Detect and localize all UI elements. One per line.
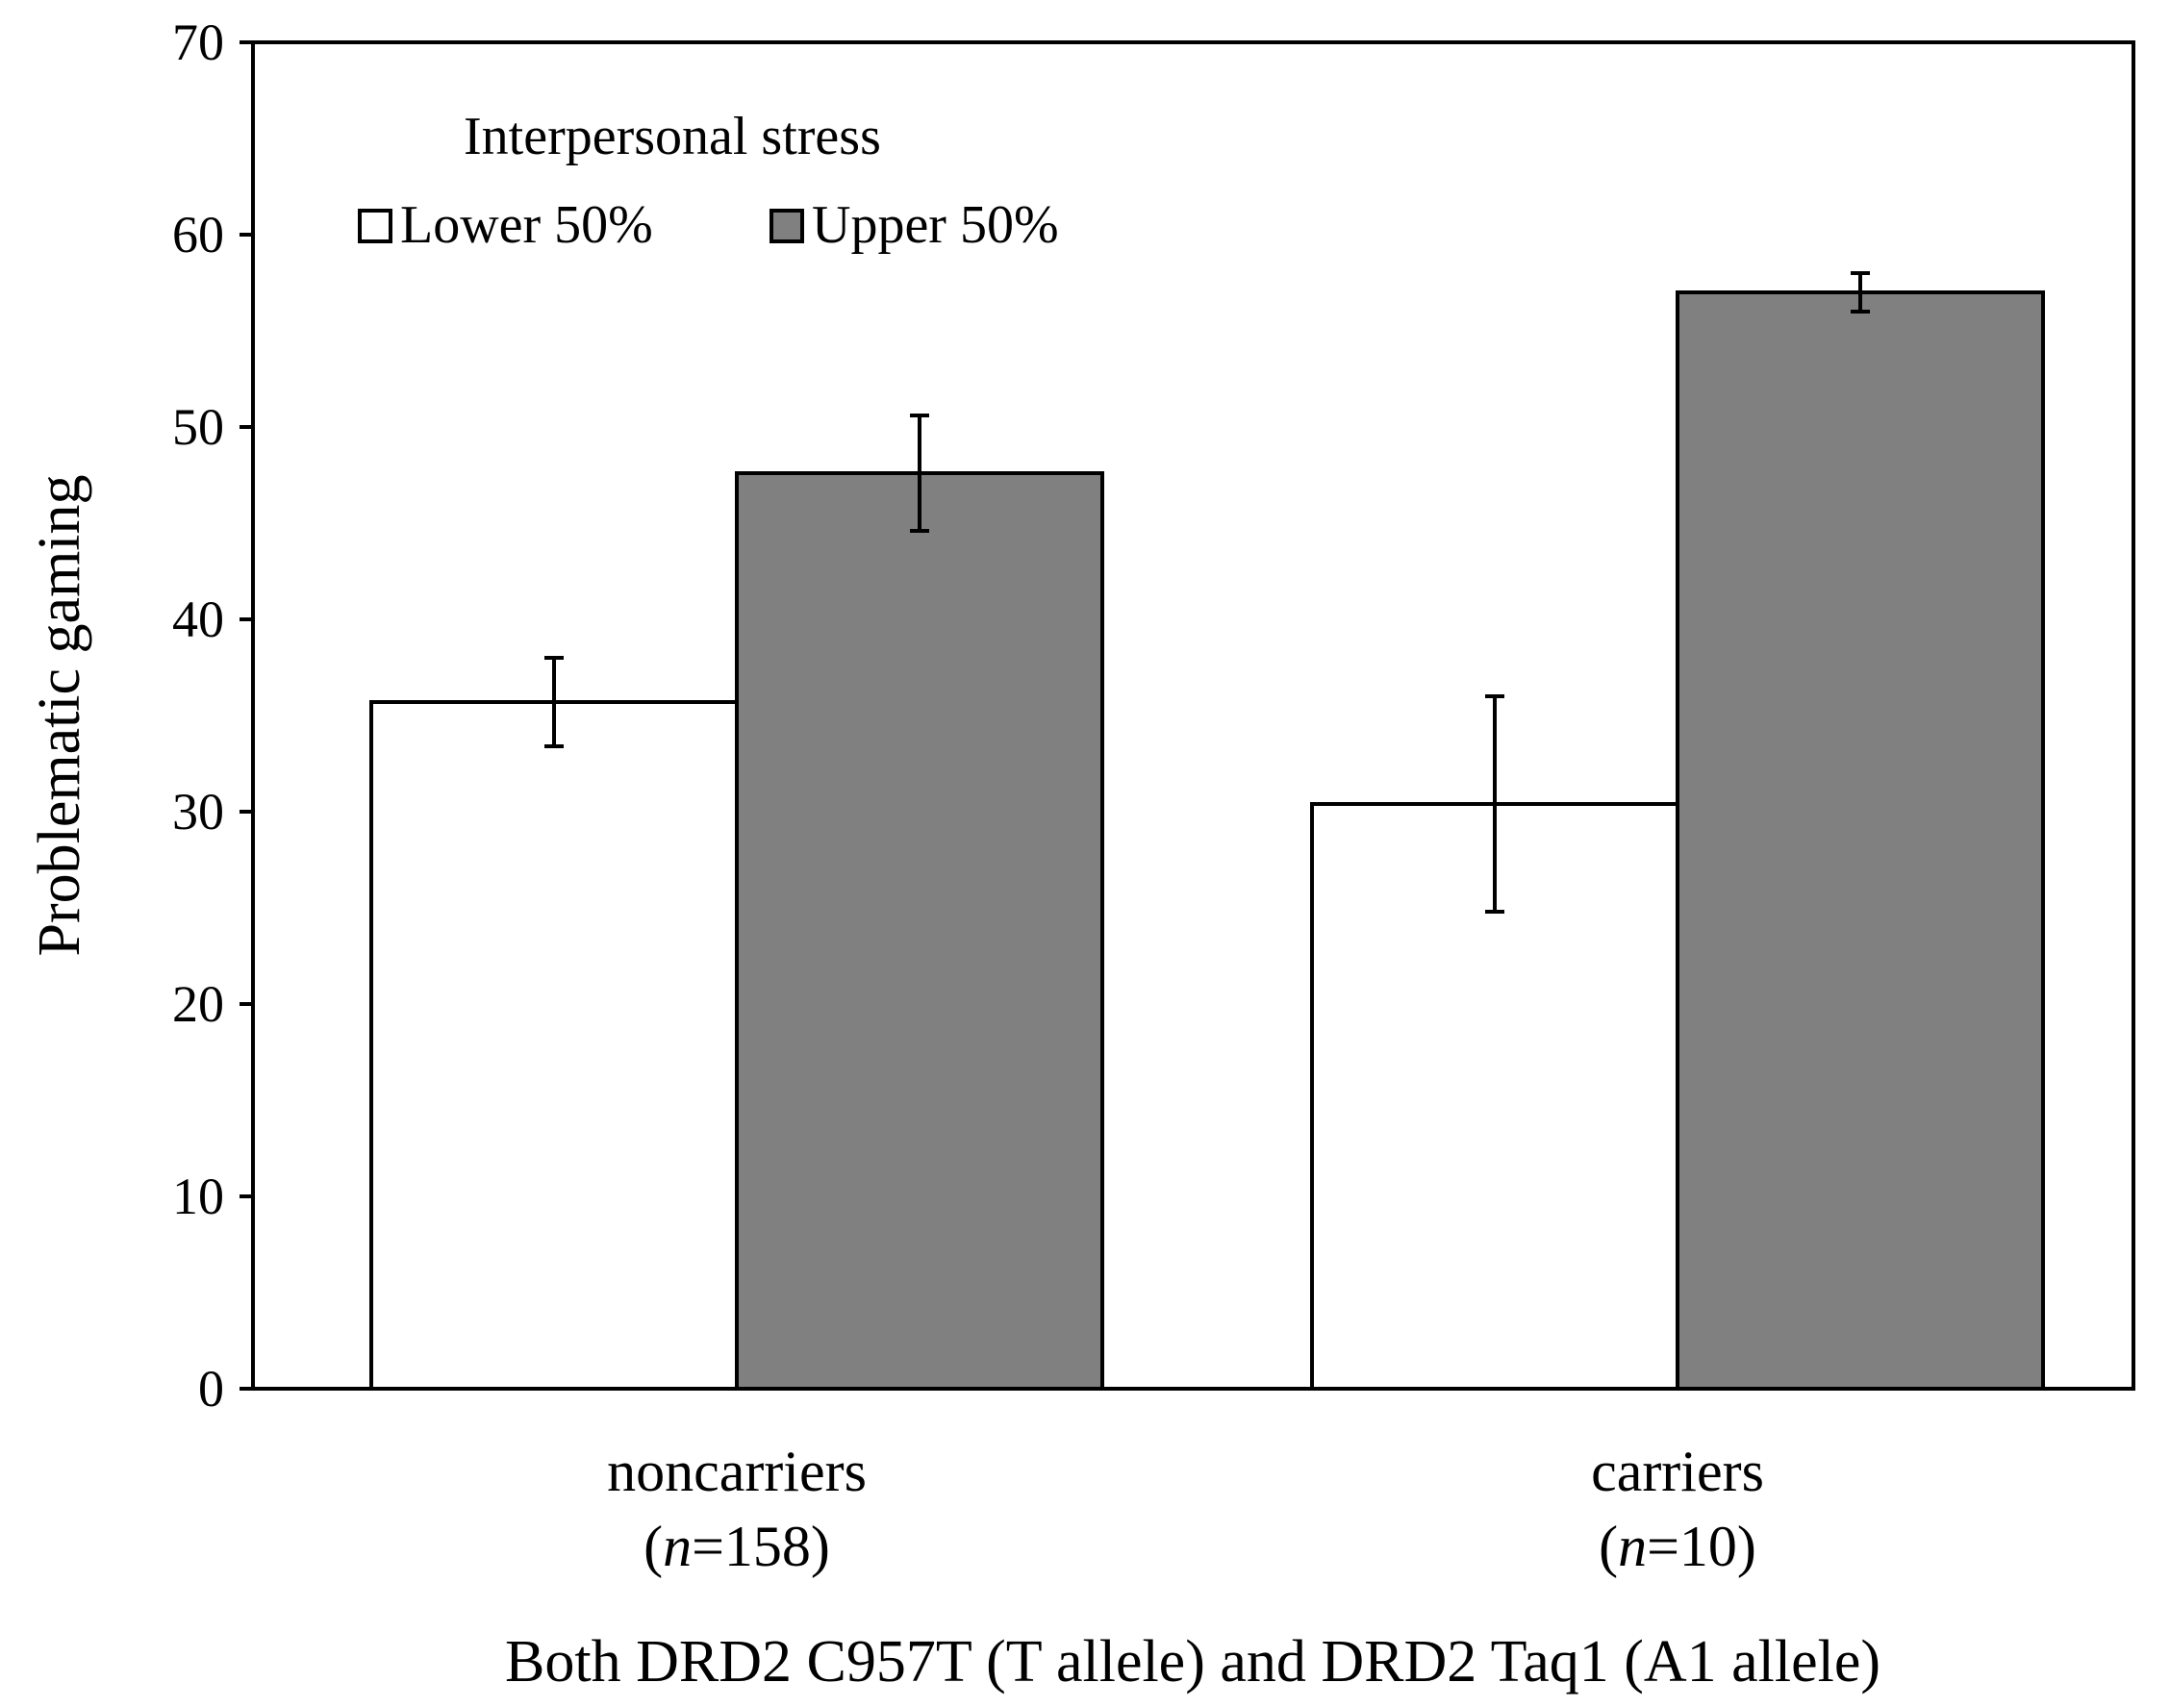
y-tick-label: 40	[172, 590, 224, 648]
y-axis: 0 10 20 30 40 50 60 70	[172, 13, 253, 1418]
x-axis-labels: noncarriers (n=158) carriers (n=10)	[607, 1440, 1764, 1578]
y-tick-label: 0	[198, 1360, 224, 1418]
x-axis-title: Both DRD2 C957T (T allele) and DRD2 Taq1…	[505, 1629, 1880, 1695]
y-tick-label: 20	[172, 975, 224, 1033]
y-tick-label: 10	[172, 1168, 224, 1225]
bar	[735, 471, 1104, 1391]
category-label: noncarriers	[607, 1440, 867, 1503]
bar	[1310, 802, 1679, 1391]
legend-label-upper: Upper 50%	[812, 195, 1059, 255]
bar	[369, 700, 739, 1391]
error-bars	[544, 271, 1870, 914]
legend-swatch-upper	[770, 209, 804, 243]
plot-frame	[251, 40, 2135, 1391]
category-n-label: (n=10)	[1599, 1515, 1756, 1578]
legend-title: Interpersonal stress	[464, 107, 881, 166]
bar	[1676, 290, 2045, 1391]
legend-swatch-lower	[358, 209, 392, 243]
y-tick-label: 70	[172, 13, 224, 71]
y-tick-label: 60	[172, 206, 224, 264]
legend: Interpersonal stress Lower 50% Upper 50%	[358, 107, 1059, 255]
category-label: carriers	[1591, 1440, 1764, 1503]
y-axis-title: Problematic gaming	[27, 474, 92, 956]
category-n-label: (n=158)	[643, 1515, 830, 1578]
y-tick-label: 30	[172, 783, 224, 841]
y-tick-label: 50	[172, 398, 224, 456]
bars	[369, 290, 2045, 1391]
legend-label-lower: Lower 50%	[400, 195, 653, 255]
